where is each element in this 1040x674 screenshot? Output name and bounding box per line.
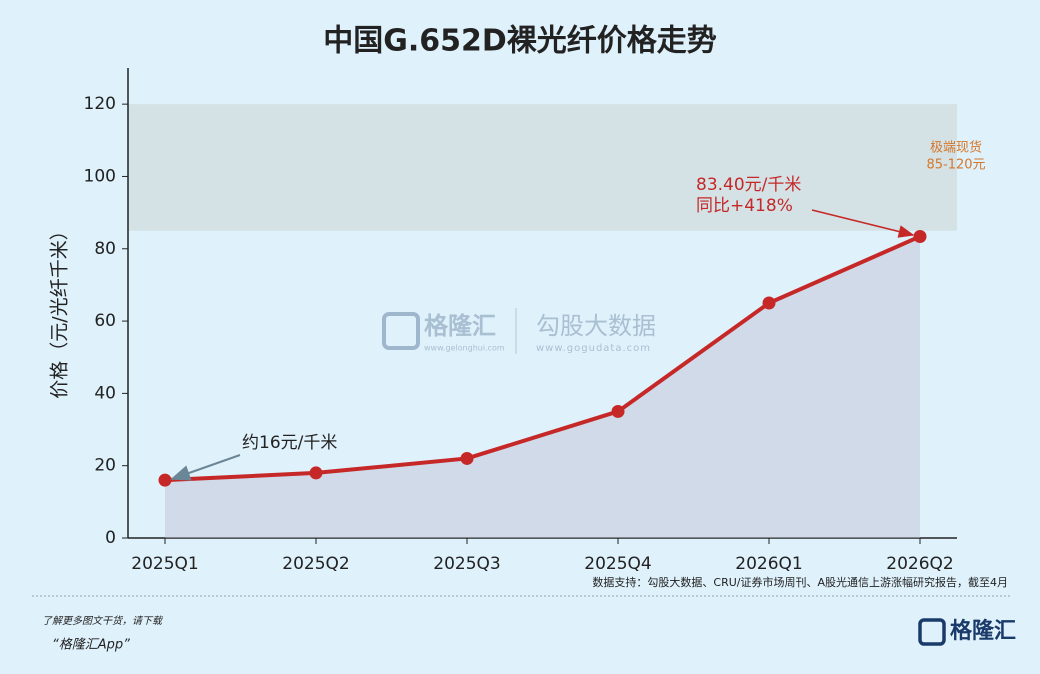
y-tick-label: 0 [105, 528, 116, 548]
x-tick-label: 2026Q1 [735, 554, 802, 574]
y-tick-label: 100 [84, 166, 116, 186]
annotation: 同比+418% [696, 196, 793, 216]
area [165, 236, 920, 538]
watermark-partner: 勾股大数据 [536, 312, 656, 340]
value-label: 约16元/千米 [242, 433, 337, 453]
y-tick-label: 120 [84, 94, 116, 114]
y-axis-label: 价格（元/光纤千米） [49, 221, 71, 398]
annotation-arrow [170, 454, 241, 481]
x-tick-label: 2025Q2 [282, 554, 349, 574]
watermark-logo [382, 312, 420, 350]
y-tick-label: 40 [94, 383, 116, 403]
x-tick-label: 2025Q4 [584, 554, 651, 574]
x-tick-label: 2025Q1 [131, 554, 198, 574]
point [309, 466, 323, 480]
watermark-url: www.gelonghui.com [424, 344, 505, 353]
point [158, 473, 172, 487]
point [611, 404, 625, 418]
point [460, 451, 474, 465]
x-tick-label: 2025Q3 [433, 554, 500, 574]
line [164, 234, 921, 483]
footer-logo-text: 格隆汇 [950, 618, 1016, 644]
y-tick-label: 60 [94, 311, 116, 331]
footer-text: 了解更多图文干货，请下载 [42, 615, 164, 627]
watermark-brand: 格隆汇 [424, 312, 496, 340]
point [913, 229, 927, 243]
x-tick-label: 2026Q2 [886, 554, 953, 574]
chart-title: 中国G.652D裸光纤价格走势 [323, 24, 717, 59]
value-label: 83.40元/千米 [696, 175, 801, 195]
band-label: 85-120元 [926, 158, 985, 173]
annotation-arrow [811, 209, 915, 238]
footer-text: “格隆汇App” [52, 638, 130, 653]
point [762, 296, 776, 310]
y-tick-label: 20 [94, 456, 116, 476]
range-band [128, 104, 957, 231]
footer-logo [918, 618, 946, 646]
y-tick-label: 80 [94, 239, 116, 259]
watermark-partner-url: www.gogudata.com [536, 343, 651, 354]
band-label: 极端现货 [930, 140, 982, 156]
source: 数据支持：勾股大数据、CRU/证券市场周刊、A股光通信上游涨幅研究报告，截至4月 [592, 575, 1008, 589]
